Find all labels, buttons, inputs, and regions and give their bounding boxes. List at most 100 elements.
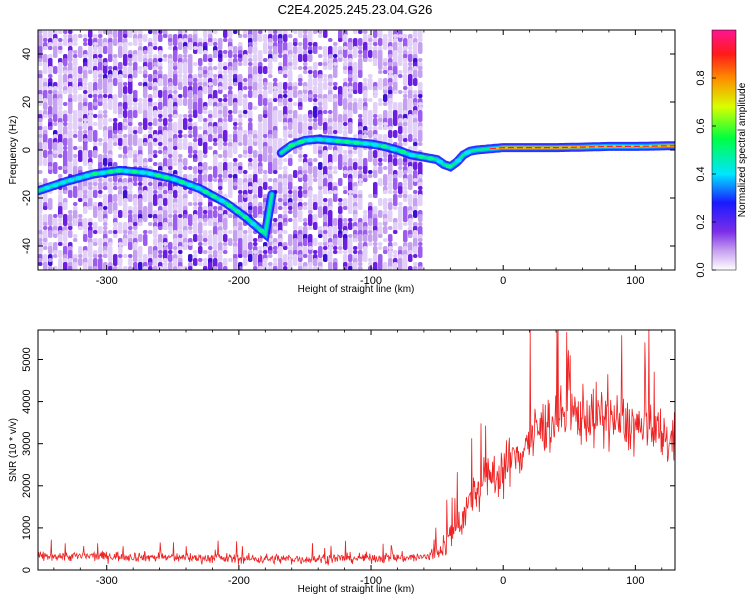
spectrogram-cell	[383, 122, 388, 126]
spectrogram-cell	[308, 262, 313, 266]
spectrogram-cell	[108, 242, 113, 246]
spectrogram-cell	[243, 150, 248, 154]
spectrogram-cell	[68, 30, 73, 34]
spectrogram-cell	[203, 54, 208, 62]
spectrogram-cell	[398, 158, 403, 166]
spectrogram-cell	[333, 54, 338, 58]
spectrogram-cell	[58, 86, 63, 90]
spectrogram-cell	[383, 238, 388, 242]
spectrogram-cell	[243, 174, 248, 178]
spectrogram-cell	[403, 86, 408, 90]
spectrogram-cell	[238, 254, 243, 258]
spectrogram-cell	[73, 78, 78, 82]
spectrogram-cell	[108, 54, 113, 62]
spectrogram-cell	[343, 98, 348, 110]
spectrogram-cell	[368, 46, 373, 50]
spectrogram-cell	[218, 54, 223, 58]
spectrogram-cell	[98, 246, 103, 254]
spectrogram-cell	[163, 54, 168, 58]
spectrogram-blob	[258, 228, 265, 233]
spectrogram-cell	[158, 258, 163, 262]
spectrogram-cell	[363, 130, 368, 134]
spectrogram-cell	[148, 62, 153, 70]
spectrogram-cell	[133, 130, 138, 134]
spectrogram-cell	[368, 42, 373, 46]
spectrogram-cell	[148, 214, 153, 218]
spectrogram-cell	[358, 182, 363, 186]
spectrogram-cell	[138, 254, 143, 258]
spectrogram-cell	[303, 222, 308, 226]
spectrogram-cell	[163, 266, 168, 270]
spectrogram-cell	[63, 122, 68, 126]
spectrogram-cell	[323, 74, 328, 78]
spectrogram-cell	[383, 198, 388, 210]
spectrogram-cell	[413, 102, 418, 106]
spectrogram-cell	[93, 70, 98, 78]
spectrogram-cell	[323, 246, 328, 250]
spectrogram-cell	[138, 190, 143, 194]
spectrogram-cell	[223, 150, 228, 158]
spectrogram-cell	[298, 150, 303, 154]
spectrogram-cell	[148, 46, 153, 54]
spectrogram-cell	[213, 210, 218, 218]
spectrogram-cell	[298, 198, 303, 202]
spectrogram-cell	[213, 42, 218, 46]
spectrogram-cell	[143, 74, 148, 78]
spectrogram-cell	[273, 266, 278, 270]
spectrogram-cell	[383, 218, 388, 222]
spectrogram-cell	[378, 162, 383, 166]
spectrogram-cell	[188, 242, 193, 246]
spectrogram-cell	[93, 58, 98, 62]
spectrogram-cell	[413, 190, 418, 194]
spectrogram-cell	[88, 250, 93, 254]
spectrogram-cell	[98, 266, 103, 270]
spectrogram-cell	[183, 122, 188, 130]
spectrogram-cell	[233, 166, 238, 170]
spectrogram-cell	[58, 150, 63, 154]
spectrogram-cell	[123, 254, 128, 258]
spectrogram-cell	[123, 186, 128, 190]
spectrogram-cell	[103, 198, 108, 206]
spectrogram-cell	[408, 134, 413, 142]
spectrogram-cell	[153, 34, 158, 42]
spectrogram-cell	[298, 78, 303, 82]
spectrogram-cell	[338, 54, 343, 58]
spectrogram-cell	[128, 54, 133, 58]
spectrogram-cell	[73, 202, 78, 206]
spectrogram-cell	[118, 186, 123, 190]
spectrogram-cell	[198, 82, 203, 86]
spectrogram-cell	[103, 254, 108, 258]
spectrogram-cell	[173, 34, 178, 46]
spectrogram-cell	[203, 106, 208, 110]
spectrogram-cell	[358, 242, 363, 250]
spectrogram-cell	[218, 166, 223, 174]
spectrogram-cell	[313, 102, 318, 106]
spectrogram-cell	[313, 238, 318, 246]
spectrogram-cell	[348, 86, 353, 90]
spectrogram-cell	[218, 250, 223, 254]
spectrogram-cell	[88, 94, 93, 98]
spectrogram-cell	[283, 74, 288, 78]
spectrogram-cell	[128, 222, 133, 226]
spectrogram-cell	[63, 82, 68, 86]
spectrogram-cell	[223, 130, 228, 142]
spectrogram-cell	[333, 82, 338, 86]
spectrogram-cell	[178, 142, 183, 150]
spectrogram-cell	[143, 190, 148, 202]
spectrogram-cell	[268, 158, 273, 162]
spectrogram-cell	[183, 86, 188, 98]
spectrogram-blob	[380, 144, 388, 149]
spectrogram-cell	[213, 30, 218, 34]
spectrogram-cell	[258, 98, 263, 106]
spectrogram-cell	[388, 198, 393, 202]
spectrogram-cell	[388, 182, 393, 190]
spectrogram-cell	[178, 266, 183, 270]
spectrogram-cell	[208, 230, 213, 234]
spectrogram-cell	[383, 94, 388, 102]
spectrogram-cell	[113, 222, 118, 226]
spectrogram-cell	[353, 262, 358, 270]
spectrogram-cell	[233, 234, 238, 242]
spectrogram-cell	[63, 70, 68, 74]
spectrogram-cell	[78, 254, 83, 258]
spectrogram-cell	[403, 58, 408, 62]
